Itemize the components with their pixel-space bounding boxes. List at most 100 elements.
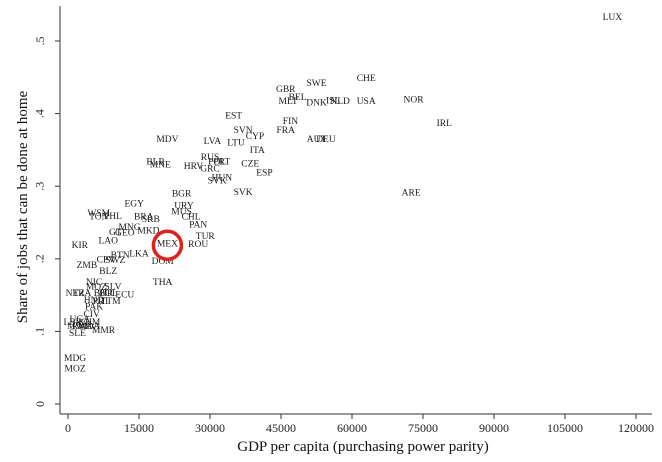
country-label-cpv: CPV <box>97 255 116 265</box>
country-label-mus: MUS <box>171 208 192 218</box>
country-label-mne: MNE <box>150 160 171 170</box>
country-label-ecu: ECU <box>115 290 134 300</box>
x-tick-label: 75000 <box>408 421 438 435</box>
country-label-ner: NER <box>66 289 86 299</box>
country-label-lka: LKA <box>129 250 149 260</box>
country-label-sle: SLE <box>69 329 86 339</box>
country-label-mmr: MMR <box>92 326 116 336</box>
y-tick-label: .1 <box>33 327 47 336</box>
country-label-egy: EGY <box>125 200 145 210</box>
country-label-rus: RUS <box>201 153 219 163</box>
country-label-pol: POL <box>208 157 226 167</box>
country-label-uga: UGA <box>70 315 91 325</box>
x-tick-label: 60000 <box>337 421 367 435</box>
country-label-swe: SWE <box>306 79 326 89</box>
country-label-moz: MOZ <box>86 282 107 292</box>
country-label-nld: NLD <box>330 97 350 107</box>
y-axis-ticks: 0 .1 .2 .3 .4 .5 <box>33 37 60 407</box>
country-label-tza: TZA <box>73 289 92 299</box>
country-label-mdv: MDV <box>156 135 178 145</box>
country-label-rou: ROU <box>188 240 208 250</box>
country-label-swz: SWZ <box>105 256 125 266</box>
country-label-hnd: HND <box>84 296 105 306</box>
country-label-prt: PRT <box>213 157 230 167</box>
country-label-pan: PAN <box>189 221 207 231</box>
country-label-ury: URY <box>174 202 194 212</box>
country-label-bol: BOL <box>99 289 118 299</box>
y-tick-label: .5 <box>33 37 47 46</box>
axes: 0 15000 30000 45000 60000 75000 90000 105000 120… <box>33 6 654 435</box>
country-label-rwa: RWA <box>72 322 93 332</box>
country-label-bel: BEL <box>289 93 307 103</box>
country-label-svk: SVK <box>234 188 253 198</box>
country-label-esp: ESP <box>256 168 272 178</box>
x-axis-ticks: 0 15000 30000 45000 60000 75000 90000 105000 120… <box>65 414 654 435</box>
y-tick-label: .4 <box>33 109 47 118</box>
y-tick-label: .3 <box>33 182 47 191</box>
country-label-ton: TON <box>89 213 108 223</box>
y-axis-title: Share of jobs that can be done at home <box>15 90 31 323</box>
country-label-fin: FIN <box>283 117 298 127</box>
country-label-mng: MNG <box>118 223 140 233</box>
country-label-moz: MOZ <box>65 364 86 374</box>
country-label-grc: GRC <box>200 165 220 175</box>
y-tick-label: .2 <box>33 254 47 263</box>
country-label-isl: ISL <box>326 96 340 106</box>
country-label-mdg: MDG <box>64 354 86 364</box>
country-label-mlt: MLT <box>279 97 298 107</box>
x-tick-label: 0 <box>65 421 71 435</box>
country-label-deu: DEU <box>316 135 336 145</box>
country-label-mda: MDA <box>78 322 100 332</box>
country-label-gbr: GBR <box>276 85 296 95</box>
country-label-hrv: HRV <box>184 162 203 172</box>
x-tick-label: 105000 <box>547 421 583 435</box>
country-label-lva: LVA <box>204 137 222 147</box>
country-label-tur: TUR <box>196 232 216 242</box>
country-label-srb: SRB <box>142 215 160 225</box>
country-label-slv: SLV <box>104 282 121 292</box>
y-tick-label: 0 <box>33 401 47 407</box>
country-label-fra: FRA <box>276 126 295 136</box>
country-label-aut: AUT <box>307 135 327 145</box>
country-label-phl: PHL <box>104 212 122 222</box>
country-label-svn: SVN <box>234 126 253 136</box>
country-label-civ: CIV <box>83 310 100 320</box>
country-label-dom: DOM <box>152 257 175 267</box>
country-label-mwi: MWI <box>67 322 88 332</box>
country-label-bhr: BHR <box>94 289 114 299</box>
x-tick-label: 45000 <box>266 421 296 435</box>
country-label-irl: IRL <box>437 119 453 129</box>
country-label-are: ARE <box>402 189 421 199</box>
highlight-circle <box>151 229 184 262</box>
country-label-blz: BLZ <box>99 267 117 277</box>
country-label-lbr: LBR <box>63 318 82 328</box>
country-label-zmb: ZMB <box>77 261 98 271</box>
country-label-ttm: TTM <box>101 297 122 307</box>
country-label-cze: CZE <box>241 160 259 170</box>
country-label-mex: MEX <box>157 239 178 249</box>
country-label-geo: GEO <box>115 229 135 239</box>
x-tick-label: 90000 <box>479 421 509 435</box>
country-label-mkd: MKD <box>137 226 159 236</box>
country-label-prt: PRT <box>93 297 110 307</box>
x-tick-label: 30000 <box>195 421 225 435</box>
country-label-bra: BRA <box>134 213 154 223</box>
country-label-nor: NOR <box>404 96 425 106</box>
country-label-btn: BTN <box>111 251 130 261</box>
country-label-gt: GT <box>109 228 122 238</box>
country-label-kir: KIR <box>72 241 89 251</box>
x-axis-title: GDP per capita (purchasing power parity) <box>237 439 488 455</box>
country-label-blr: BLR <box>146 157 165 167</box>
country-label-hun: HUN <box>212 173 233 183</box>
country-label-lao: LAO <box>98 237 118 247</box>
country-label-dnk: DNK <box>306 99 327 109</box>
country-label-svk: SVK <box>208 176 227 186</box>
country-label-lux: LUX <box>603 13 623 23</box>
x-tick-label: 15000 <box>124 421 154 435</box>
country-label-est: EST <box>225 112 242 122</box>
country-label-ita: ITA <box>250 146 265 156</box>
country-label-ltu: LTU <box>227 139 245 149</box>
country-label-cyp: CYP <box>246 132 264 142</box>
